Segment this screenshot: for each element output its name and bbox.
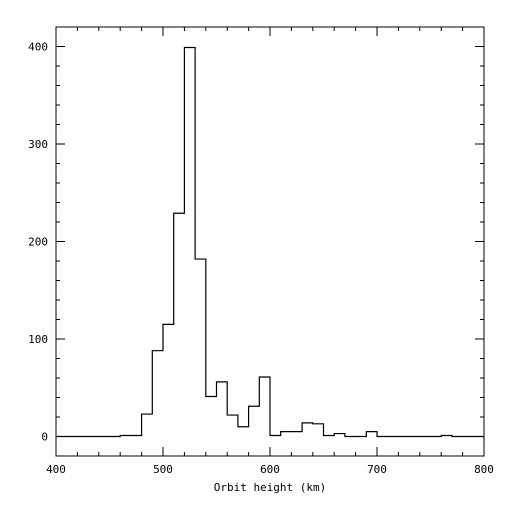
x-axis-label: Orbit height (km): [214, 481, 327, 494]
plot-frame: [55, 26, 485, 457]
y-tick-label-400: 400: [28, 41, 48, 54]
x-tick-label-500: 500: [153, 463, 173, 476]
x-tick-label-800: 800: [474, 463, 494, 476]
y-tick-label-100: 100: [28, 333, 48, 346]
y-tick-label-200: 200: [28, 236, 48, 249]
x-tick-labels: 400 500 600 700 800: [46, 463, 494, 476]
x-tick-label-400: 400: [46, 463, 66, 476]
x-tick-label-700: 700: [367, 463, 387, 476]
y-tick-labels: 0 100 200 300 400: [28, 41, 48, 444]
histogram-series-line: [56, 46, 484, 438]
y-tick-label-300: 300: [28, 138, 48, 151]
axis-ticks: [55, 26, 485, 456]
x-tick-label-600: 600: [260, 463, 280, 476]
y-tick-label-0: 0: [41, 431, 48, 444]
